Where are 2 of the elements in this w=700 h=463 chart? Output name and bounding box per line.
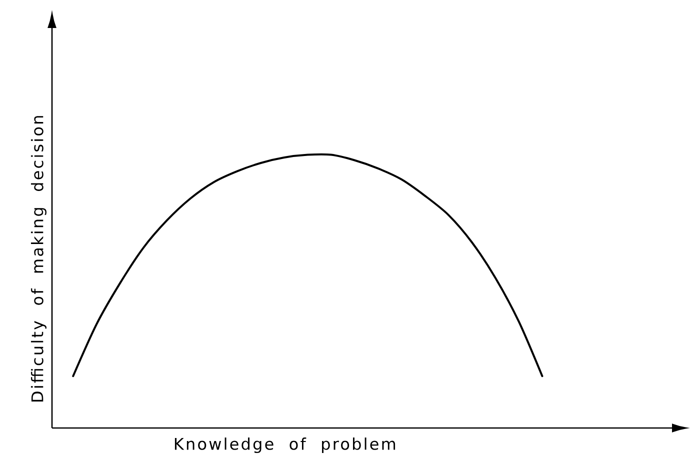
x-axis-title: Knowledge of problem — [174, 438, 396, 454]
y-axis-title: Difficulty of making decision — [30, 116, 46, 402]
